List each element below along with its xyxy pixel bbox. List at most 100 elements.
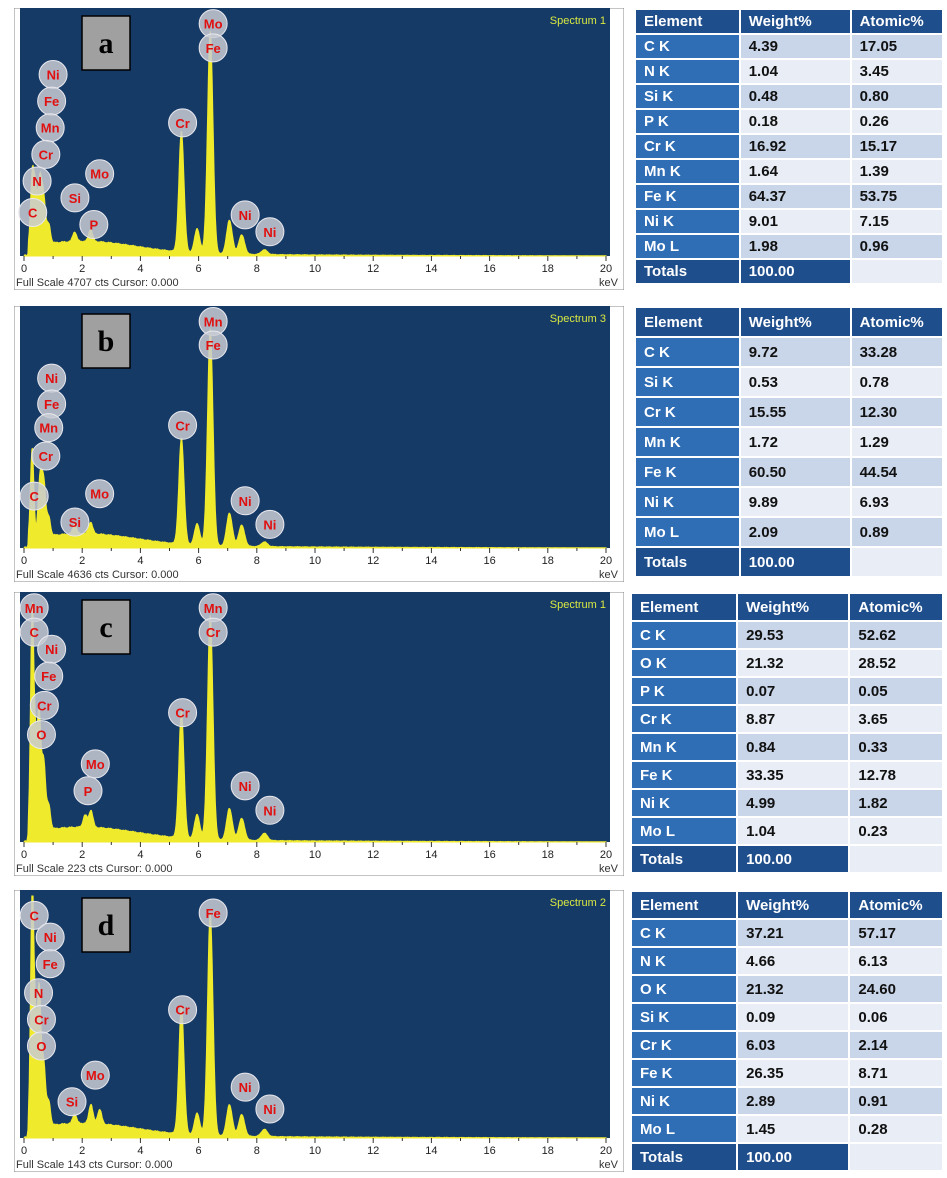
x-tick-label: 16	[483, 263, 495, 275]
spectrum-series	[23, 31, 607, 257]
panel-a: Spectrum 1 a Mo Fe Cr Ni Fe Mn Cr N C Mo Si P Ni Ni 0 2 4 6…	[0, 8, 947, 290]
cell-weight: 21.32	[736, 974, 851, 1004]
spectrum-chart: Spectrum 3 b Mn Fe Cr Ni Fe Mn Cr C Mo Si Ni Ni 0 2 4 6 8 1…	[14, 306, 624, 582]
panel-b: Spectrum 3 b Mn Fe Cr Ni Fe Mn Cr C Mo Si Ni Ni 0 2 4 6 8 1…	[0, 306, 947, 582]
cell-weight: 1.45	[736, 1114, 851, 1144]
cell-atomic: 33.28	[849, 336, 945, 368]
spectrum-name: Spectrum 3	[550, 313, 606, 325]
table-row: Mo L 1.04 0.23	[629, 816, 944, 846]
x-tick-label: 18	[542, 555, 554, 567]
table-header-weight: Weight%	[736, 592, 851, 622]
cell-weight: 1.64	[738, 158, 852, 185]
peak-label: Cr	[37, 698, 51, 713]
cell-atomic: 0.80	[849, 83, 945, 110]
peak-label: N	[32, 174, 41, 189]
x-tick-label: 2	[79, 555, 85, 567]
panel-letter-box	[81, 15, 131, 71]
peak-label-circle	[60, 183, 90, 213]
table-header-element: Element	[634, 306, 741, 338]
peak-label: Ni	[263, 803, 276, 818]
cell-atomic: 0.91	[848, 1086, 944, 1116]
spectrum-name: Spectrum 2	[550, 897, 606, 909]
cell-element: Cr K	[629, 1030, 739, 1060]
table-row: N K 1.04 3.45	[634, 58, 945, 85]
table-header-weight: Weight%	[738, 306, 852, 338]
totals-row: Totals 100.00	[634, 546, 945, 578]
cell-atomic: 12.30	[849, 396, 945, 428]
spectrum-svg: Spectrum 1 a Mo Fe Cr Ni Fe Mn Cr N C Mo Si P Ni Ni 0 2 4 6…	[14, 8, 624, 290]
peak-label: Ni	[263, 1102, 276, 1117]
cell-atomic: 7.15	[849, 208, 945, 235]
peak-label: C	[28, 205, 38, 220]
peak-label: P	[90, 218, 99, 233]
table-header-element: Element	[629, 592, 739, 622]
x-tick-label: 18	[542, 1145, 554, 1157]
totals-row: Totals 100.00	[629, 1142, 944, 1172]
cell-weight: 9.89	[738, 486, 852, 518]
spectrum-name: Spectrum 1	[550, 15, 606, 27]
peak-label-circle	[57, 1087, 87, 1117]
peak-label: Fe	[43, 957, 58, 972]
cell-element: Mn K	[634, 426, 741, 458]
x-tick-label: 20	[600, 1145, 612, 1157]
cell-atomic: 28.52	[848, 648, 944, 678]
cell-weight: 4.99	[736, 788, 851, 818]
peak-label: Cr	[206, 625, 220, 640]
cell-atomic: 57.17	[848, 918, 944, 948]
table-row: C K 4.39 17.05	[634, 33, 945, 60]
peak-label-circle	[80, 749, 110, 779]
table-row: Si K 0.53 0.78	[634, 366, 945, 398]
cell-element: N K	[634, 58, 741, 85]
cell-atomic: 17.05	[849, 33, 945, 60]
peak-label-circle	[168, 410, 198, 440]
panel-letter: c	[99, 611, 112, 644]
spectrum-svg: Spectrum 1 c Mn C Ni Fe Cr O Mn Cr Cr Mo P Ni Ni 0 2 4 6 8 1…	[14, 592, 624, 876]
totals-weight: 100.00	[736, 1142, 851, 1172]
spectrum-footer: Full Scale 4636 cts Cursor: 0.000	[16, 569, 179, 581]
table-header-element: Element	[634, 8, 741, 35]
peak-label-circle	[29, 690, 59, 720]
cell-atomic: 24.60	[848, 974, 944, 1004]
totals-atomic-blank	[849, 546, 945, 578]
table-row: Mo L 2.09 0.89	[634, 516, 945, 548]
cell-weight: 4.39	[738, 33, 852, 60]
x-tick-label: 2	[79, 849, 85, 861]
spectrum-svg: Spectrum 3 b Mn Fe Cr Ni Fe Mn Cr C Mo Si Ni Ni 0 2 4 6 8 1…	[14, 306, 624, 582]
cell-element: Si K	[634, 83, 741, 110]
totals-label: Totals	[634, 546, 741, 578]
composition-table: Element Weight% Atomic% C K 4.39 17.05 N K 1.04…	[634, 8, 945, 285]
cell-element: Fe K	[629, 1058, 739, 1088]
x-tick-label: 8	[254, 1145, 260, 1157]
x-tick-label: 12	[367, 849, 379, 861]
peak-label: Mn	[39, 421, 58, 436]
peak-label: Si	[66, 1095, 78, 1110]
cell-atomic: 0.05	[848, 676, 944, 706]
table-row: C K 29.53 52.62	[629, 620, 944, 650]
peak-label: Ni	[239, 208, 252, 223]
x-tick-label: 4	[137, 555, 143, 567]
cell-weight: 21.32	[736, 648, 851, 678]
table-header-weight: Weight%	[738, 8, 852, 35]
peak-label: Ni	[263, 517, 276, 532]
peak-label-circle	[255, 509, 285, 539]
cell-atomic: 1.29	[849, 426, 945, 458]
table-header-element: Element	[629, 890, 739, 920]
totals-atomic-blank	[848, 1142, 944, 1172]
peak-label-circle	[255, 1094, 285, 1124]
cell-element: Ni K	[634, 486, 741, 518]
peak-label-circle	[19, 617, 49, 647]
peak-label-circle	[168, 108, 198, 138]
peak-label-circle	[168, 698, 198, 728]
peak-label-circle	[80, 1060, 110, 1090]
peak-label: C	[29, 489, 39, 504]
cell-weight: 0.09	[736, 1002, 851, 1032]
x-tick-label: 14	[425, 555, 437, 567]
peak-label-circle	[198, 617, 228, 647]
spectrum-chart: Spectrum 1 c Mn C Ni Fe Cr O Mn Cr Cr Mo P Ni Ni 0 2 4 6 8 1…	[14, 592, 624, 876]
x-tick-label: 18	[542, 263, 554, 275]
peak-label: Cr	[39, 449, 53, 464]
x-tick-label: 6	[196, 263, 202, 275]
peak-label-circle	[19, 900, 49, 930]
table-row: Cr K 15.55 12.30	[634, 396, 945, 428]
peak-label-circle	[26, 720, 56, 750]
